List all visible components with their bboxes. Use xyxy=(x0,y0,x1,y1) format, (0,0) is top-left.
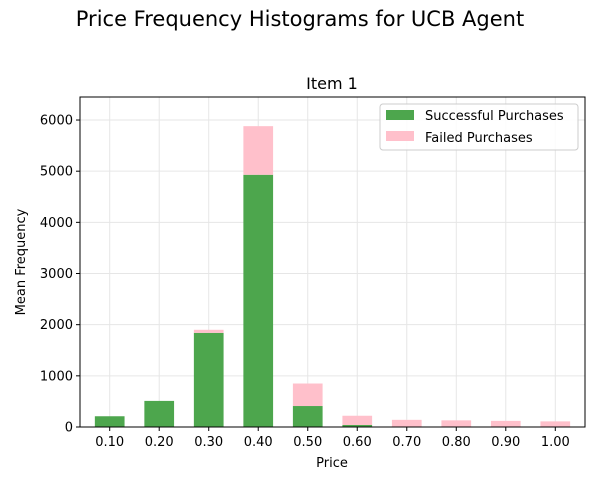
bar-failed xyxy=(490,420,521,427)
bar-successful xyxy=(243,174,274,427)
y-tick-label: 2000 xyxy=(40,318,73,333)
y-tick-label: 6000 xyxy=(40,114,73,129)
y-tick-label: 5000 xyxy=(40,165,73,180)
x-tick-label: 0.60 xyxy=(343,435,372,450)
bar-failed xyxy=(391,419,422,427)
figure-suptitle: Price Frequency Histograms for UCB Agent xyxy=(76,7,524,31)
plot-background xyxy=(80,97,585,427)
x-tick-label: 0.50 xyxy=(293,435,322,450)
legend-label-failed: Failed Purchases xyxy=(425,131,533,146)
bar-failed xyxy=(193,329,224,333)
legend-swatch-failed xyxy=(386,131,414,141)
y-tick-label: 4000 xyxy=(40,216,73,231)
bar-failed xyxy=(441,420,472,427)
bar-failed xyxy=(243,126,274,175)
x-axis-label: Price xyxy=(316,456,348,471)
x-tick-label: 0.40 xyxy=(244,435,273,450)
y-tick-label: 0 xyxy=(65,421,73,436)
y-axis-label: Mean Frequency xyxy=(14,208,29,315)
legend-box xyxy=(379,103,579,151)
bars xyxy=(94,126,571,427)
bar-failed xyxy=(540,421,571,427)
bar-failed xyxy=(292,383,323,407)
y-axis-ticks: 0 1000 2000 3000 4000 5000 6000 xyxy=(40,114,80,436)
x-tick-label: 0.80 xyxy=(442,435,471,450)
bar-successful xyxy=(94,416,125,427)
x-axis-ticks: 0.10 0.20 0.30 0.40 0.50 0.60 0.70 0.80 0.90 1.00 xyxy=(95,427,570,450)
x-tick-label: 0.10 xyxy=(95,435,124,450)
x-tick-label: 1.00 xyxy=(541,435,570,450)
bar-successful xyxy=(193,332,224,427)
axes-title: Item 1 xyxy=(306,74,358,93)
legend-swatch-successful xyxy=(386,110,414,120)
y-tick-label: 1000 xyxy=(40,369,73,384)
legend: Successful Purchases Failed Purchases xyxy=(379,103,579,151)
x-tick-label: 0.30 xyxy=(194,435,223,450)
x-tick-label: 0.90 xyxy=(491,435,520,450)
plot-frame xyxy=(79,96,586,428)
x-tick-label: 0.70 xyxy=(392,435,421,450)
bar-successful xyxy=(292,406,323,427)
bar-successful xyxy=(342,424,373,427)
legend-label-successful: Successful Purchases xyxy=(425,109,564,124)
y-tick-label: 3000 xyxy=(40,267,73,282)
bar-successful xyxy=(144,400,175,427)
bar-failed xyxy=(342,415,373,425)
x-tick-label: 0.20 xyxy=(145,435,174,450)
